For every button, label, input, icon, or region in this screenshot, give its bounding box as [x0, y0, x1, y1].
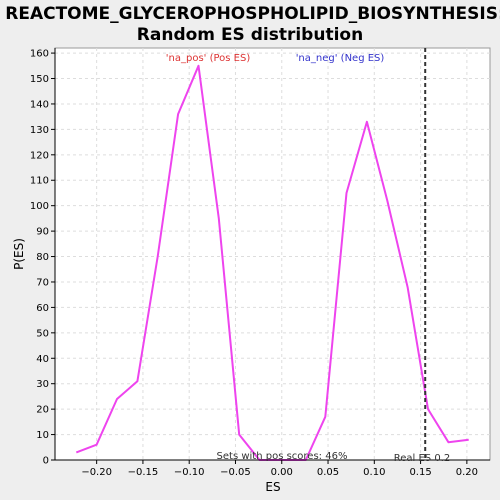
axes: 0 10 20 30 40 50 60 70 80 90 100 110 120 130 140 150 160…	[30, 48, 490, 478]
y-tick-label: 0	[43, 456, 49, 467]
y-tick-label: 90	[36, 227, 49, 238]
y-tick-label: 160	[30, 49, 49, 60]
y-tick-label: 20	[36, 405, 49, 416]
legend-entry-pos: 'na_pos' (Pos ES)	[166, 53, 251, 64]
y-tick-label: 80	[36, 252, 49, 263]
x-axis-label: ES	[265, 480, 280, 494]
chart-subtitle: Random ES distribution	[137, 25, 363, 45]
x-tick-label: −0.20	[81, 467, 112, 478]
x-tick-label: −0.05	[220, 467, 251, 478]
x-tick-label: −0.10	[174, 467, 205, 478]
y-tick-label: 10	[36, 430, 49, 441]
y-tick-label: 70	[36, 277, 49, 288]
y-tick-label: 60	[36, 303, 49, 314]
x-tick-label: −0.15	[128, 467, 159, 478]
y-tick-label: 120	[30, 150, 49, 161]
y-axis-label: P(ES)	[12, 238, 26, 270]
y-tick-label: 140	[30, 99, 49, 110]
y-tick-label: 100	[30, 201, 49, 212]
y-tick-label: 40	[36, 354, 49, 365]
real-es-label: Real ES 0.2	[394, 453, 450, 464]
x-tick-label: 0.05	[317, 467, 339, 478]
pos-scores-annotation: Sets with pos scores: 46%	[217, 451, 348, 462]
y-tick-label: 50	[36, 328, 49, 339]
y-tick-label: 130	[30, 125, 49, 136]
y-tick-label: 30	[36, 379, 49, 390]
plot-area	[54, 47, 491, 461]
x-tick-label: 0.20	[456, 467, 478, 478]
grid-lines	[55, 48, 490, 461]
legend-entry-neg: 'na_neg' (Neg ES)	[296, 53, 385, 64]
x-tick-label: 0.15	[409, 467, 431, 478]
y-tick-label: 150	[30, 74, 49, 85]
x-tick-label: 0.00	[271, 467, 293, 478]
chart-title: REACTOME_GLYCEROPHOSPHOLIPID_BIOSYNTHESI…	[5, 4, 500, 24]
y-tick-label: 110	[30, 176, 49, 187]
x-tick-label: 0.10	[363, 467, 385, 478]
